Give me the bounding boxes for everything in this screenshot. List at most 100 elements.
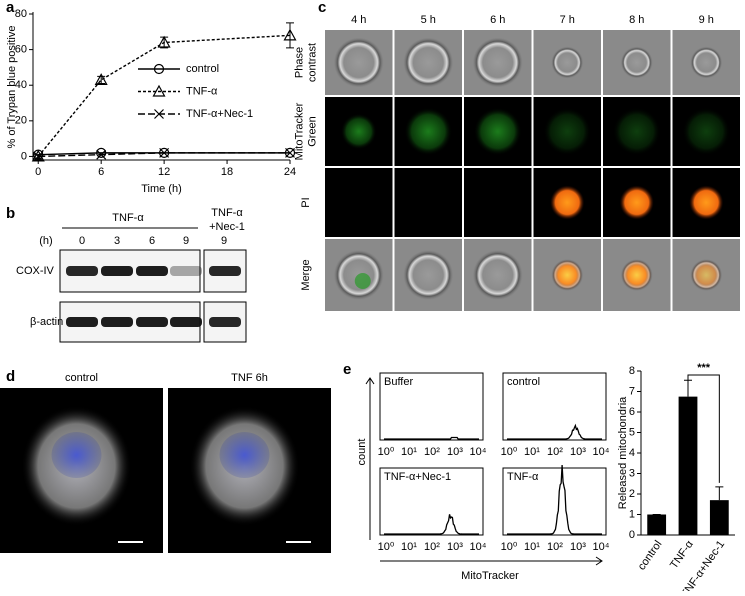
x-tick-label: 12 <box>158 166 170 178</box>
bar <box>709 500 729 535</box>
nucleus <box>219 432 270 478</box>
histogram-title: control <box>507 376 540 388</box>
blot-protein: β-actin <box>30 316 63 328</box>
pi-signal <box>689 185 724 220</box>
cell <box>620 46 653 79</box>
histogram-frame <box>502 467 607 536</box>
marker <box>96 147 107 158</box>
blot-treatment: TNF-α <box>112 212 144 224</box>
y-tick-label: 0 <box>21 150 27 162</box>
column-header: 6 h <box>490 14 505 26</box>
marker <box>154 109 164 119</box>
y-tick-label: 4 <box>629 447 635 459</box>
flow-y-label: count <box>356 439 368 466</box>
blot-time: 9 <box>221 235 227 247</box>
x-tick-label: 10⁴ <box>593 446 610 458</box>
marker <box>94 73 108 85</box>
row-label: MitoTracker <box>293 102 305 160</box>
y-tick-label: 2 <box>629 488 635 500</box>
x-tick-label: 10² <box>424 541 440 553</box>
y-tick-label: 8 <box>629 365 635 377</box>
y-tick-label: 60 <box>15 44 27 56</box>
panel-label: d <box>6 368 15 385</box>
nucleus <box>51 432 102 478</box>
x-tick-label: 6 <box>98 166 104 178</box>
blot-band <box>101 317 133 327</box>
x-tick-label: 18 <box>221 166 233 178</box>
x-axis-label: Time (h) <box>141 183 182 195</box>
cell <box>690 46 723 79</box>
blot-treatment2: TNF-α <box>211 207 243 219</box>
y-axis-label: Released mitochondria <box>617 396 629 509</box>
pi-signal <box>619 185 654 220</box>
panel-label: e <box>343 361 351 378</box>
column-header: 4 h <box>351 14 366 26</box>
blot-band <box>101 266 133 276</box>
blot-band <box>209 266 241 276</box>
mito-signal <box>340 113 377 150</box>
pi-signal <box>550 185 585 220</box>
blot-time-unit: (h) <box>39 235 52 247</box>
blot-band <box>66 317 98 327</box>
blot-band <box>136 266 168 276</box>
cell <box>403 37 454 88</box>
error-bar <box>715 486 724 501</box>
column-header: 9 h <box>699 14 714 26</box>
significance-label: *** <box>697 362 711 374</box>
blot-time: 0 <box>79 235 85 247</box>
count-arrow <box>365 377 375 540</box>
mito-signal <box>404 107 453 156</box>
histogram-title: TNF-α+Nec-1 <box>384 471 451 483</box>
mito-signal <box>612 107 661 156</box>
y-tick-label: 20 <box>15 115 27 127</box>
panel-label: c <box>318 0 326 16</box>
marker <box>157 35 171 48</box>
blot-protein: COX-IV <box>16 265 55 277</box>
histogram-curve <box>384 514 479 535</box>
error-bar <box>97 75 106 84</box>
y-tick-label: 5 <box>629 426 635 438</box>
blot-band <box>170 266 202 276</box>
image-cell <box>464 168 532 237</box>
x-tick-label: 10¹ <box>401 446 417 458</box>
histogram-curve <box>507 423 602 440</box>
histogram-title: Buffer <box>384 376 413 388</box>
x-tick-label: 10⁴ <box>593 541 610 553</box>
x-tick-label: 10¹ <box>524 541 540 553</box>
marker <box>96 149 107 160</box>
panel-label: a <box>6 0 15 16</box>
x-tick-label: 10³ <box>570 446 586 458</box>
blot-time: 9 <box>183 235 189 247</box>
mito-arrow <box>380 556 603 566</box>
legend-label: TNF-α <box>186 85 218 97</box>
column-header: 7 h <box>560 14 575 26</box>
y-tick-label: 80 <box>15 8 27 20</box>
column-header: 8 h <box>629 14 644 26</box>
blot-treatment2: +Nec-1 <box>209 221 245 233</box>
cell <box>551 46 584 79</box>
blot-band <box>136 317 168 327</box>
merge-signal <box>552 260 583 290</box>
x-tick-label: TNF-α <box>668 538 696 571</box>
bar <box>647 514 667 535</box>
blot-band <box>209 317 241 327</box>
marker <box>153 63 165 75</box>
blot-time: 6 <box>149 235 155 247</box>
x-tick-label: 10⁰ <box>378 541 395 553</box>
cell <box>472 37 523 88</box>
x-tick-label: 10⁴ <box>470 541 487 553</box>
blot-band <box>66 266 98 276</box>
x-tick-label: 24 <box>284 166 296 178</box>
legend-label: control <box>186 63 219 75</box>
legend-label: TNF-α+Nec-1 <box>186 108 253 120</box>
x-tick-label: 10⁰ <box>501 541 518 553</box>
row-label: Phase <box>293 47 305 78</box>
image-label: TNF 6h <box>231 372 268 384</box>
image-cell <box>394 168 462 237</box>
blot-band <box>170 317 202 327</box>
row-label: Merge <box>300 259 312 290</box>
x-tick-label: 10⁴ <box>470 446 487 458</box>
panel-labels: a b c d e <box>6 0 351 385</box>
cell <box>333 37 384 88</box>
marker <box>284 147 296 158</box>
